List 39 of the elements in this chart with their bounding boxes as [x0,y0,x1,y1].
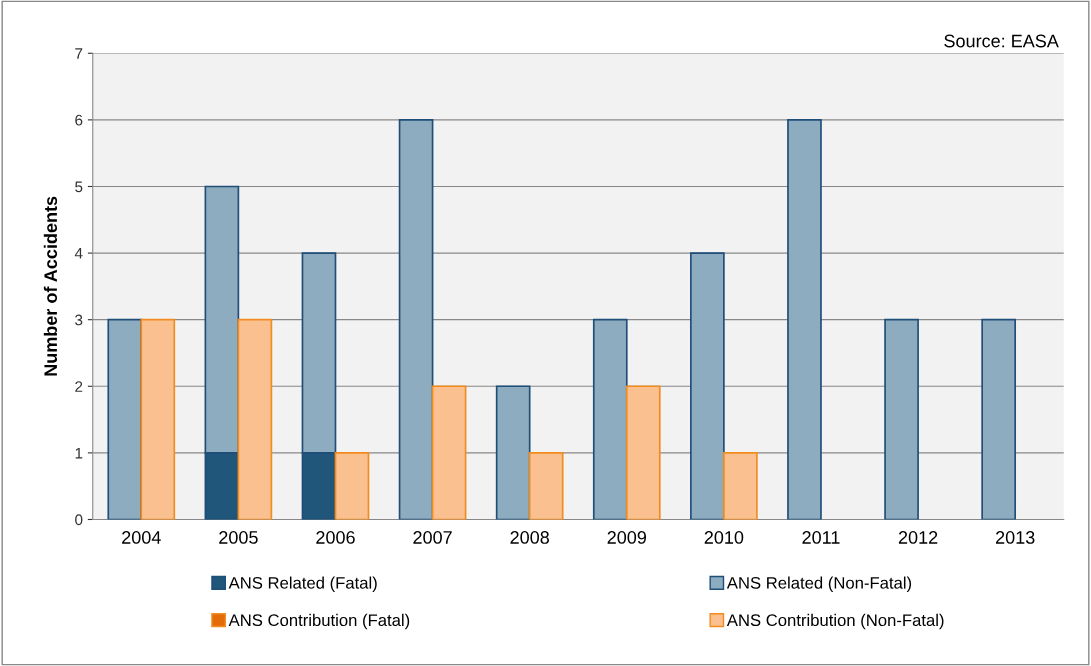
bar [107,318,143,520]
legend-label: ANS Contribution (Fatal) [228,613,410,630]
bar [431,385,467,520]
bar [592,318,628,520]
x-tick-label: 2009 [607,531,647,544]
bar [237,318,273,520]
x-tick-label: 2008 [510,531,549,544]
x-tick-label: 2011 [802,531,840,544]
bar [495,385,531,520]
bar [787,119,822,520]
bar [625,385,661,520]
y-tick-label: 7 [75,48,83,59]
bar [334,452,370,520]
bar [981,318,1017,520]
bar [140,318,176,520]
x-tick-label: 2006 [316,531,355,544]
y-tick-label: 3 [75,314,83,326]
legend-label: ANS Related (Fatal) [228,576,377,593]
x-tick-label: 2007 [413,531,452,544]
x-tick-label: 2005 [219,531,258,544]
legend-label: ANS Contribution (Non-Fatal) [726,613,944,630]
y-tick-label: 6 [75,114,83,126]
bar [884,318,919,520]
x-tick-label: 2013 [996,531,1035,544]
y-tick-label: 2 [75,381,83,392]
x-tick-label: 2010 [704,531,744,544]
y-tick-label: 0 [75,514,83,526]
bar [398,119,434,520]
source-note: Source: EASA [944,34,1059,48]
y-tick-label: 1 [75,447,83,459]
x-tick-label: 2012 [898,531,938,544]
bar [690,252,725,520]
y-axis-title: Number of Accidents [43,196,58,376]
x-tick-label: 2004 [122,531,161,544]
y-tick-label: 4 [74,248,83,259]
bar [723,452,758,520]
bar [528,452,564,520]
legend-label: ANS Related (Non-Fatal) [726,576,912,593]
y-tick-label: 5 [75,181,83,193]
